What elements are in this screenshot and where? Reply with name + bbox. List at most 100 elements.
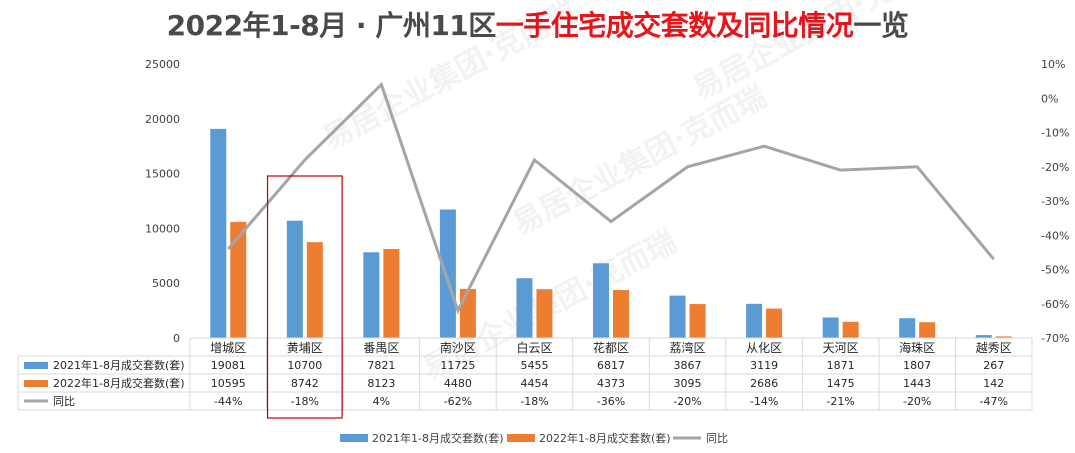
table-row-label: 2021年1-8月成交套数(套) bbox=[53, 358, 185, 372]
chart-title-highlight: 一手住宅成交套数及同比情况 bbox=[495, 9, 854, 42]
table-cell-yoy: -18% bbox=[520, 395, 548, 408]
table-cell-yoy: 4% bbox=[373, 395, 390, 408]
table-cell-2022: 8742 bbox=[291, 377, 319, 390]
y-left-tick-label: 25000 bbox=[145, 58, 180, 71]
y-right-tick-label: -30% bbox=[1041, 195, 1069, 208]
legend-key-2021 bbox=[340, 434, 368, 442]
table-cell-yoy: -44% bbox=[214, 395, 242, 408]
table-cell-2022: 1443 bbox=[903, 377, 931, 390]
x-tick-label: 番禺区 bbox=[363, 341, 399, 355]
table-cell-2022: 4454 bbox=[520, 377, 548, 390]
table-cell-yoy: -62% bbox=[444, 395, 472, 408]
bar-2022 bbox=[230, 221, 247, 338]
x-tick-label: 白云区 bbox=[516, 340, 552, 355]
table-cell-2021: 1871 bbox=[827, 359, 855, 372]
highlight-box bbox=[266, 175, 343, 419]
chart-title-part3: 一览 bbox=[853, 9, 909, 42]
y-right-tick-label: -70% bbox=[1041, 332, 1069, 345]
table-legend-key-2022 bbox=[24, 380, 48, 387]
watermark-text: 易居企业集团·克而瑞 bbox=[317, 0, 582, 157]
table-cell-2022: 1475 bbox=[827, 377, 855, 390]
y-right-tick-label: -40% bbox=[1041, 229, 1069, 242]
table-cell-yoy: -18% bbox=[291, 395, 319, 408]
table-cell-yoy: -47% bbox=[980, 395, 1008, 408]
bar-2022 bbox=[306, 242, 323, 338]
chart-title: 2022年1-8月 · 广州11区一手住宅成交套数及同比情况一览 bbox=[0, 4, 1075, 44]
y-left-tick-label: 10000 bbox=[145, 222, 180, 235]
x-tick-label: 海珠区 bbox=[899, 340, 935, 355]
legend-key-2022 bbox=[507, 434, 535, 442]
x-tick-label: 南沙区 bbox=[440, 340, 476, 355]
bar-2022 bbox=[536, 289, 553, 338]
bar-2021 bbox=[363, 252, 380, 338]
x-tick-label: 天河区 bbox=[823, 341, 859, 355]
x-tick-label: 越秀区 bbox=[976, 341, 1012, 355]
y-left-tick-label: 5000 bbox=[152, 277, 180, 290]
bar-2021 bbox=[286, 220, 303, 338]
bar-2021 bbox=[975, 335, 992, 338]
bar-2021 bbox=[822, 317, 839, 338]
yoy-line bbox=[227, 81, 995, 315]
bar-2021 bbox=[746, 303, 763, 338]
table-cell-2022: 2686 bbox=[750, 377, 778, 390]
y-left-tick-label: 20000 bbox=[145, 113, 180, 126]
y-right-tick-label: -50% bbox=[1041, 264, 1069, 277]
table-cell-2021: 3867 bbox=[674, 359, 702, 372]
bar-2021 bbox=[899, 318, 916, 338]
y-right-tick-label: -60% bbox=[1041, 298, 1069, 311]
bar-2022 bbox=[995, 336, 1012, 338]
legend-label-yoy: 同比 bbox=[706, 432, 728, 445]
bar-2022 bbox=[919, 322, 936, 338]
chart-title-part1: 2022年1-8月 · 广州11区 bbox=[166, 9, 497, 42]
x-tick-label: 增城区 bbox=[210, 341, 246, 355]
bar-2022 bbox=[459, 288, 476, 338]
x-tick-label: 荔湾区 bbox=[670, 340, 706, 355]
bar-2021 bbox=[593, 263, 609, 338]
y-left-tick-label: 15000 bbox=[145, 168, 180, 181]
table-cell-2021: 19081 bbox=[211, 359, 246, 372]
table-cell-2021: 11725 bbox=[440, 359, 475, 372]
table-cell-2022: 4480 bbox=[444, 377, 472, 390]
table-cell-yoy: -20% bbox=[673, 395, 701, 408]
legend-label-2021: 2021年1-8月成交套数(套) bbox=[372, 431, 504, 445]
bar-2021 bbox=[210, 128, 227, 338]
bar-2022 bbox=[613, 290, 629, 338]
table-row-label: 同比 bbox=[53, 395, 75, 408]
table-cell-yoy: -36% bbox=[597, 395, 625, 408]
bar-2021 bbox=[516, 278, 533, 338]
table-cell-2021: 7821 bbox=[367, 359, 395, 372]
table-cell-2021: 1807 bbox=[903, 359, 931, 372]
table-cell-2021: 5455 bbox=[520, 359, 548, 372]
table-cell-2021: 3119 bbox=[750, 359, 778, 372]
table-cell-2022: 8123 bbox=[367, 377, 395, 390]
x-tick-label: 从化区 bbox=[746, 341, 782, 355]
table-cell-2022: 142 bbox=[983, 377, 1004, 390]
table-cell-2021: 267 bbox=[983, 359, 1004, 372]
y-right-tick-label: -20% bbox=[1041, 161, 1069, 174]
y-right-tick-label: 10% bbox=[1041, 58, 1065, 71]
table-cell-2021: 6817 bbox=[597, 359, 625, 372]
bar-2021 bbox=[669, 295, 686, 338]
table-cell-yoy: -21% bbox=[826, 395, 854, 408]
y-left-tick-label: 0 bbox=[173, 332, 180, 345]
bar-2022 bbox=[383, 248, 400, 338]
bar-2022 bbox=[842, 321, 859, 338]
watermark-text: 易居企业集团·克而瑞 bbox=[507, 79, 772, 242]
x-tick-label: 花都区 bbox=[593, 340, 629, 355]
table-cell-2022: 3095 bbox=[674, 377, 702, 390]
watermark-text: 易居企业集团·克而瑞 bbox=[687, 0, 952, 107]
bar-2022 bbox=[766, 308, 783, 338]
table-cell-2022: 4373 bbox=[597, 377, 625, 390]
table-cell-2021: 10700 bbox=[287, 359, 322, 372]
table-cell-yoy: -20% bbox=[903, 395, 931, 408]
y-right-tick-label: -10% bbox=[1041, 127, 1069, 140]
bar-2022 bbox=[689, 304, 706, 338]
table-row-label: 2022年1-8月成交套数(套) bbox=[53, 376, 185, 390]
table-cell-2022: 10595 bbox=[211, 377, 246, 390]
x-tick-label: 黄埔区 bbox=[287, 341, 323, 355]
bar-2021 bbox=[439, 209, 456, 338]
table-cell-yoy: -14% bbox=[750, 395, 778, 408]
table-legend-key-2021 bbox=[24, 362, 48, 369]
y-right-tick-label: 0% bbox=[1041, 92, 1058, 105]
